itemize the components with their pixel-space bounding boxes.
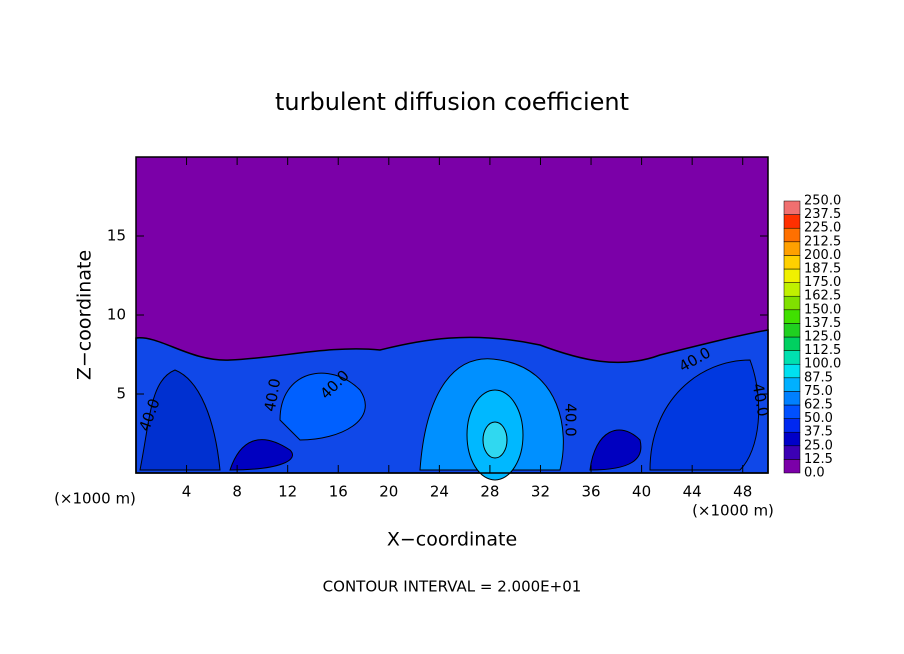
colorbar-label: 237.5	[804, 207, 841, 222]
colorbar-band	[783, 309, 801, 324]
x-tick-label: 40	[632, 483, 651, 501]
colorbar-label: 137.5	[804, 316, 841, 331]
chart-title: turbulent diffusion coefficient	[275, 88, 629, 116]
x-tick-label: 4	[182, 483, 192, 501]
colorbar-label: 187.5	[804, 262, 841, 277]
colorbar-label: 75.0	[804, 384, 833, 399]
colorbar-band	[783, 418, 801, 433]
colorbar-band	[783, 431, 801, 447]
y-tick-label: 15	[107, 227, 126, 245]
field-region	[589, 429, 642, 471]
colorbar-label: 225.0	[804, 221, 841, 236]
colorbar-band	[783, 404, 801, 419]
contour-label: 40.0	[562, 403, 580, 436]
contour-label: 40.0	[749, 382, 773, 418]
colorbar-label: 250.0	[804, 194, 841, 209]
field-region	[279, 372, 366, 441]
colorbar-label: 212.5	[804, 234, 841, 249]
x-tick-label: 12	[278, 483, 297, 501]
colorbar-label: 0.0	[804, 466, 825, 481]
x-unit: (×1000 m)	[54, 490, 136, 508]
colorbar-band	[783, 377, 801, 392]
footer-note: CONTOUR INTERVAL = 2.000E+01	[323, 578, 582, 596]
colorbar-label: 87.5	[804, 370, 833, 385]
colorbar-label: 62.5	[804, 398, 833, 413]
colorbar-band	[783, 336, 801, 351]
y-tick-label: 10	[107, 306, 126, 324]
x-tick-label: 44	[683, 483, 702, 501]
colorbar-band	[783, 282, 801, 297]
colorbar-label: 25.0	[804, 438, 833, 453]
x-tick-label: 36	[581, 483, 600, 501]
x-tick-label: 32	[531, 483, 550, 501]
colorbar-label: 12.5	[804, 452, 833, 467]
colorbar-band	[783, 445, 801, 460]
field	[135, 157, 769, 481]
x-tick-label: 20	[379, 483, 398, 501]
x-tick-label: 48	[733, 483, 752, 501]
colorbar-label: 100.0	[804, 357, 841, 372]
x-tick-label: 24	[430, 483, 449, 501]
y-tick-label: 5	[116, 385, 126, 403]
x-unit: (×1000 m)	[692, 502, 774, 520]
colorbar-band	[783, 268, 801, 283]
colorbar-band	[783, 200, 801, 215]
colorbar-band	[783, 295, 801, 311]
colorbar-label: 125.0	[804, 330, 841, 345]
y-axis-label: Z−coordinate	[74, 250, 96, 380]
colorbar-label: 200.0	[804, 248, 841, 263]
x-tick-label: 28	[480, 483, 499, 501]
colorbar-label: 37.5	[804, 425, 833, 440]
colorbar-band	[783, 214, 801, 229]
colorbar-label: 150.0	[804, 302, 841, 317]
field-region	[649, 359, 760, 471]
colorbar-label: 112.5	[804, 343, 841, 358]
x-tick-label: 8	[232, 483, 242, 501]
colorbar-band	[783, 363, 801, 379]
x-axis-label: X−coordinate	[387, 529, 517, 551]
contour-label: 40.0	[261, 377, 285, 413]
colorbar-band	[783, 241, 801, 256]
colorbar-band	[783, 227, 801, 243]
colorbar-band	[783, 255, 801, 270]
colorbar-band	[783, 391, 801, 406]
colorbar-label: 162.5	[804, 289, 841, 304]
field-region	[229, 439, 293, 471]
colorbar-band	[783, 350, 801, 365]
colorbar-label: 50.0	[804, 411, 833, 426]
colorbar-band	[783, 459, 801, 474]
colorbar-label: 175.0	[804, 275, 841, 290]
field-region	[139, 369, 221, 471]
x-tick-label: 16	[329, 483, 348, 501]
colorbar-band	[783, 323, 801, 338]
field-region	[482, 421, 508, 459]
